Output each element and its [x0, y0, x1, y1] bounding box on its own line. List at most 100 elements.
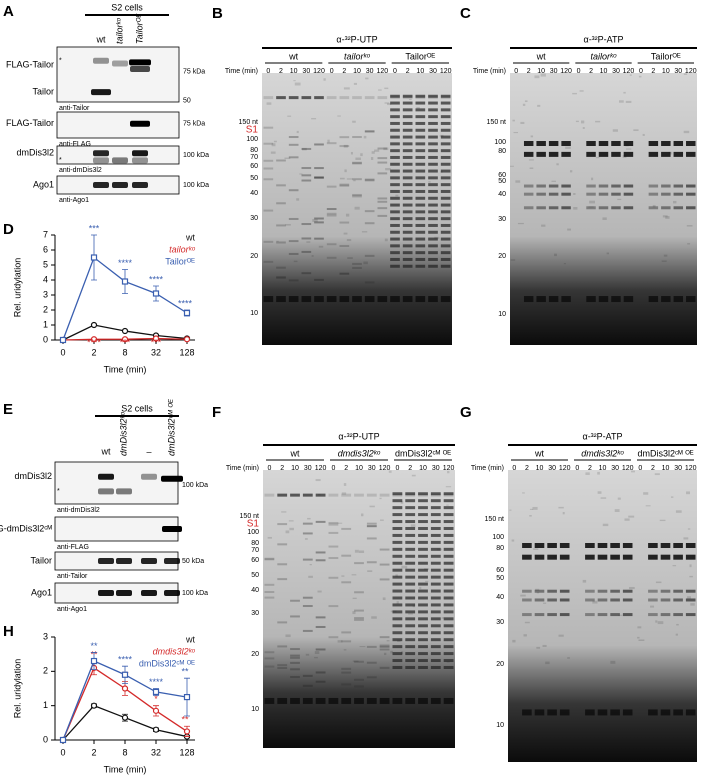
gel-band [392, 582, 403, 586]
gel-band [366, 697, 377, 704]
antibody-label: anti-Ago1 [59, 197, 89, 204]
gel-band [661, 206, 671, 210]
gel-band [364, 179, 375, 182]
gel-band [405, 659, 416, 663]
gel-band [276, 241, 286, 244]
gel-band [301, 223, 312, 226]
gel-band [290, 661, 300, 664]
gel-band [415, 128, 426, 132]
gel-band [440, 176, 451, 180]
gel-band [559, 613, 570, 617]
gel-band [402, 189, 413, 193]
time-value: 2 [651, 465, 655, 472]
size-marker: S1 [247, 519, 260, 530]
gel-band [443, 575, 454, 579]
gel-band [561, 151, 571, 157]
gel-band [315, 559, 326, 562]
gel-band [418, 513, 428, 517]
blot-band [93, 182, 109, 188]
gel-band [415, 94, 426, 98]
size-marker: 30 [498, 216, 506, 223]
gel-band [379, 563, 390, 566]
blot-band [91, 89, 111, 96]
legend-entry: wt [185, 634, 195, 644]
gel-band [264, 557, 275, 560]
gel-band [430, 533, 441, 537]
gel-band [341, 493, 352, 497]
time-value: 30 [674, 68, 682, 75]
gel-band [610, 543, 620, 548]
gel-band [428, 237, 438, 241]
gel-shade [263, 470, 455, 748]
gel-band [392, 575, 403, 579]
gel-band [379, 493, 390, 497]
gel-band [428, 264, 438, 268]
time-value: 2 [280, 465, 284, 472]
gel-band [660, 589, 671, 593]
gel-band [366, 676, 377, 679]
blot-band [141, 558, 157, 564]
gel-band [428, 101, 438, 105]
gel-band [390, 115, 400, 119]
gel-band [585, 709, 595, 716]
gel-band [326, 212, 337, 215]
gel-band [418, 506, 428, 510]
gel-band [523, 192, 534, 196]
gel-band [328, 576, 339, 579]
size-marker: 10 [498, 311, 506, 318]
gel-band [685, 543, 696, 548]
time-value: 0 [393, 68, 397, 75]
antibody-label: anti-Tailor [59, 105, 90, 112]
gel-band [263, 260, 274, 263]
gel-band [326, 207, 337, 210]
gel-band [673, 192, 684, 196]
gel-band [415, 176, 426, 180]
gel-band [415, 230, 426, 234]
gel-band [430, 638, 441, 642]
gel-band [402, 210, 413, 214]
gel-band [277, 543, 288, 546]
gel-band [428, 155, 438, 159]
gel-band [390, 176, 400, 180]
gel-band [415, 264, 426, 268]
time-value: 120 [315, 465, 327, 472]
gel-band [534, 709, 545, 716]
gel-band [428, 230, 438, 234]
gel-band [392, 645, 403, 649]
gel-band [392, 554, 403, 558]
y-tick-label: 5 [43, 259, 48, 269]
size-marker: 50 [496, 575, 504, 582]
gel-band [402, 142, 413, 146]
gel-band [354, 697, 364, 704]
gel-band [366, 645, 377, 648]
gel-band [586, 206, 596, 210]
gel-band [686, 141, 696, 146]
gel-band [326, 142, 337, 145]
gel-band [686, 192, 696, 196]
gel-band [660, 543, 671, 548]
gel-band [440, 183, 451, 187]
gel-band [302, 558, 313, 561]
gel-band [673, 296, 684, 303]
antibody-label: anti-FLAG [57, 544, 89, 551]
gel-band [443, 554, 454, 558]
time-value: 10 [536, 465, 544, 472]
gel-band [341, 527, 352, 530]
time-value: 0 [514, 68, 518, 75]
gel-band [522, 589, 532, 593]
gel-band [648, 296, 659, 303]
gel-band [418, 659, 428, 663]
gel-band [428, 196, 438, 200]
data-point [183, 336, 191, 343]
gel-band [326, 243, 337, 246]
size-marker: 20 [496, 661, 504, 668]
significance: **** [149, 274, 164, 284]
gel-band [328, 545, 339, 548]
blot [54, 461, 179, 505]
gel-band [328, 523, 339, 526]
gel-band [440, 96, 451, 100]
gel-band [392, 568, 403, 572]
data-point [152, 290, 160, 297]
gel-band [440, 203, 451, 207]
